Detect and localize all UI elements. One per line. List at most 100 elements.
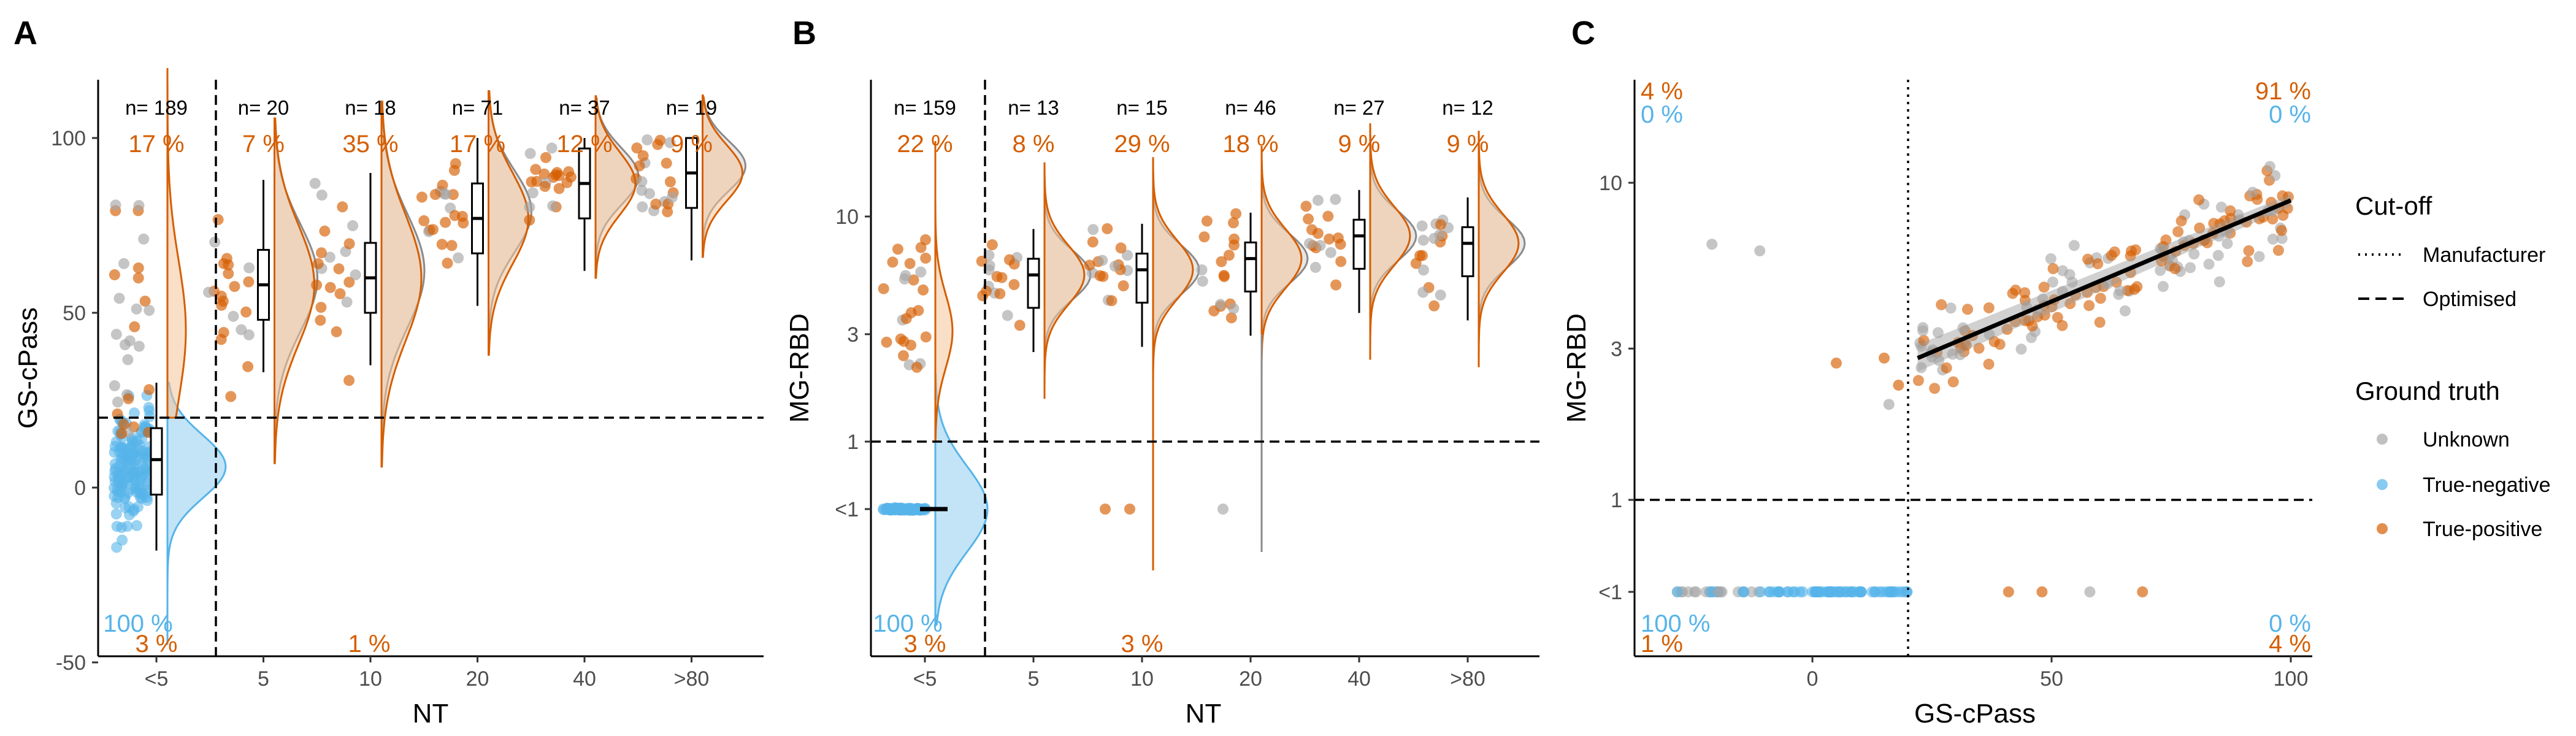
panel-c-xtick-label: 100 <box>2274 667 2309 691</box>
panel-a-point <box>437 180 448 191</box>
panel-a-point <box>634 160 645 172</box>
panel-b-point <box>900 270 911 282</box>
panel-a-point <box>551 167 563 178</box>
panel-c-point <box>1962 304 1973 315</box>
panel-a-point <box>527 187 539 199</box>
legend-true-negative-label: True-negative <box>2423 473 2551 497</box>
panel-b-point <box>1014 320 1025 331</box>
panel-c-point <box>1835 586 1847 597</box>
panel-c-point <box>2201 237 2213 248</box>
panel-c-point <box>1754 245 1766 256</box>
panel-c-point <box>2266 196 2277 208</box>
panel-a-point <box>319 225 331 237</box>
panel-c-point <box>1755 586 1766 597</box>
panel-a-point <box>661 158 672 169</box>
legend-true-negative-swatch <box>2377 479 2388 490</box>
panel-a-point <box>427 224 439 236</box>
panel-a-point <box>128 480 140 491</box>
panel-c-point <box>2047 276 2058 288</box>
panel-a-point <box>547 200 559 212</box>
panel-b-point <box>1117 280 1129 291</box>
panel-a-point <box>636 176 648 188</box>
panel-c-point <box>2277 190 2288 202</box>
panel-c-point <box>1941 362 1952 374</box>
panel-a-point <box>446 240 458 251</box>
panel-c-point <box>1932 327 1944 339</box>
panel-a-point <box>316 247 327 259</box>
panel-a-point <box>343 375 355 386</box>
panel-c-point <box>2221 238 2233 249</box>
panel-b-point <box>1229 233 1240 245</box>
panel-c-ytick-label: 10 <box>1599 172 1622 195</box>
panel-c-ytick-label: 3 <box>1611 337 1622 361</box>
panel-b-point <box>1198 231 1210 243</box>
panel-c-point <box>2001 324 2013 335</box>
panel-c-bottom-right-tp: 4 % <box>2269 631 2311 657</box>
panel-c-point <box>2137 586 2149 597</box>
panel-a-point <box>122 354 134 366</box>
panel-a-point <box>524 201 535 213</box>
panel-c-point <box>1746 586 1757 597</box>
panel-a-point <box>118 258 129 269</box>
panel-b-point <box>915 266 927 278</box>
panel-a-point <box>133 200 145 212</box>
panel-c-point <box>1912 375 1924 386</box>
panel-a-point <box>212 214 224 225</box>
panel-c-point <box>1918 335 1930 347</box>
panel-b-point <box>996 272 1008 283</box>
panel-a-point <box>524 148 536 159</box>
panel-b-point <box>900 313 912 324</box>
panel-c-bottom-left-tn: 100 % <box>1641 610 1710 637</box>
legend-cutoff-title: Cut-off <box>2355 191 2432 220</box>
panel-b-point <box>1417 250 1428 261</box>
panel-b-point <box>908 274 919 286</box>
panel-b-point <box>1124 504 1135 515</box>
legend-optimised-label: Optimised <box>2423 288 2517 311</box>
panel-c-point <box>2219 215 2230 226</box>
panel-b-point <box>1416 220 1428 232</box>
panel-a-n-label: n= 71 <box>452 96 504 119</box>
panel-b-tp-bottom-pct-first: 3 % <box>904 631 946 657</box>
panel-c-point <box>1809 586 1821 597</box>
panel-a-point <box>315 302 327 313</box>
panel-b-point <box>920 331 932 343</box>
panel-a-point <box>666 191 678 203</box>
panel-c-point <box>1827 586 1838 597</box>
panel-b-point <box>893 504 905 515</box>
panel-a-point <box>118 442 129 454</box>
panel-c: C 10 3 1 <1 0 50 100 4 % 0 % 91 % 0 % 100 % 1… <box>1562 15 2312 729</box>
panel-b-n-label: n= 159 <box>894 96 956 119</box>
panel-b-point <box>1094 270 1106 282</box>
panel-a-point <box>442 258 453 269</box>
panel-b-point <box>1097 255 1108 266</box>
panel-b-y-title: MG-RBD <box>784 313 815 423</box>
panel-a-xtick-label: 20 <box>466 667 489 691</box>
panel-a-point <box>236 324 247 335</box>
panel-b-point <box>1434 229 1446 240</box>
panel-c-point <box>2185 262 2196 274</box>
panel-a-point <box>242 361 254 372</box>
panel-b-tn-bottom-pct: 100 % <box>873 610 942 637</box>
panel-c-x-title: GS-cPass <box>1914 699 2036 729</box>
panel-a-point <box>440 188 451 200</box>
panel-c-point <box>2092 258 2104 269</box>
panel-a-point <box>458 217 469 229</box>
panel-a-point <box>113 293 125 304</box>
panel-c-ytick-label: 1 <box>1611 489 1622 512</box>
panel-a-point <box>110 329 122 340</box>
panel-b-ytick-label: 3 <box>847 323 859 347</box>
panel-b-tp-top-pct: 9 % <box>1338 131 1381 158</box>
panel-b-point <box>1335 256 1347 267</box>
panel-b-point <box>1110 261 1121 272</box>
panel-b-point <box>911 361 922 373</box>
panel-b-point <box>1217 504 1229 515</box>
panel-c-regression-band <box>1917 194 2291 372</box>
panel-a-point <box>209 236 221 248</box>
panel-b-point <box>903 504 914 516</box>
panel-c-point <box>2214 276 2225 288</box>
panel-b-ytick-label: 10 <box>835 205 859 229</box>
panel-a-point <box>553 183 565 194</box>
panel-a-point <box>312 258 324 269</box>
legend-true-positive-swatch <box>2377 523 2388 534</box>
